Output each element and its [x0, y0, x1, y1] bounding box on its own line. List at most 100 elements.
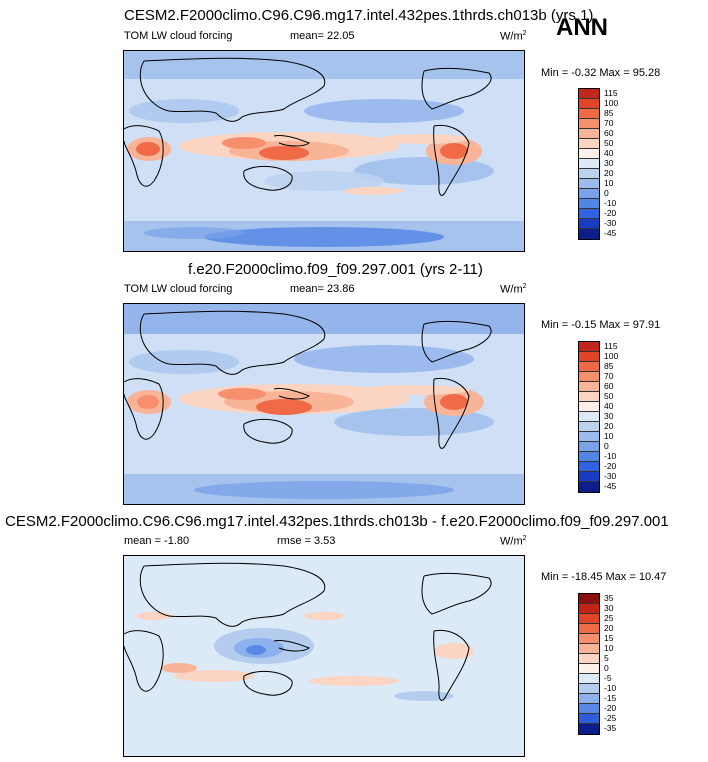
colorbar-tick-label: 70: [604, 371, 614, 381]
colorbar-swatch: [579, 139, 599, 149]
colorbar-swatch: [579, 412, 599, 422]
colorbar-swatch: [579, 402, 599, 412]
colorbar-tick-label: 30: [604, 158, 614, 168]
colorbar-tick-label: 30: [604, 411, 614, 421]
panel-1-map: [123, 50, 525, 252]
colorbar-swatch: [579, 624, 599, 634]
colorbar-swatch: [579, 694, 599, 704]
panel-3-colorbar: [578, 593, 600, 735]
colorbar-tick-label: -35: [604, 723, 617, 733]
colorbar-swatch: [579, 209, 599, 219]
colorbar-swatch: [579, 189, 599, 199]
panel-1-units: W/m2: [500, 30, 527, 43]
colorbar-swatch: [579, 362, 599, 372]
colorbar-swatch: [579, 704, 599, 714]
colorbar-swatch: [579, 129, 599, 139]
colorbar-swatch: [579, 634, 599, 644]
colorbar-tick-label: 25: [604, 613, 614, 623]
colorbar-swatch: [579, 219, 599, 229]
panel-2-map: [123, 303, 525, 505]
panel-2-mean-label: mean= 23.86: [290, 283, 355, 295]
panel-3-title: CESM2.F2000climo.C96.C96.mg17.intel.432p…: [5, 513, 669, 530]
colorbar-tick-label: -25: [604, 713, 617, 723]
colorbar-tick-label: 100: [604, 98, 619, 108]
colorbar-tick-label: 100: [604, 351, 619, 361]
colorbar-tick-label: 10: [604, 178, 614, 188]
colorbar-tick-label: 85: [604, 108, 614, 118]
panel-3-mean-label: mean = -1.80: [124, 535, 190, 547]
colorbar-swatch: [579, 372, 599, 382]
colorbar-swatch: [579, 199, 599, 209]
panel-2-units: W/m2: [500, 283, 527, 296]
colorbar-tick-label: 5: [604, 653, 609, 663]
colorbar-tick-label: 115: [604, 88, 618, 98]
colorbar-swatch: [579, 149, 599, 159]
colorbar-swatch: [579, 229, 599, 239]
colorbar-swatch: [579, 604, 599, 614]
colorbar-tick-label: -10: [604, 451, 617, 461]
colorbar-swatch: [579, 674, 599, 684]
colorbar-swatch: [579, 684, 599, 694]
colorbar-tick-label: -20: [604, 461, 617, 471]
colorbar-tick-label: 85: [604, 361, 614, 371]
colorbar-swatch: [579, 179, 599, 189]
colorbar-swatch: [579, 614, 599, 624]
colorbar-tick-label: -20: [604, 703, 617, 713]
colorbar-swatch: [579, 352, 599, 362]
colorbar-swatch: [579, 452, 599, 462]
colorbar-tick-label: -30: [604, 218, 617, 228]
colorbar-swatch: [579, 664, 599, 674]
colorbar-tick-label: -30: [604, 471, 617, 481]
colorbar-tick-label: 50: [604, 391, 614, 401]
colorbar-swatch: [579, 169, 599, 179]
colorbar-tick-label: 15: [604, 633, 614, 643]
colorbar-swatch: [579, 422, 599, 432]
colorbar-tick-label: 115: [604, 341, 618, 351]
panel-2-colorbar: [578, 341, 600, 493]
panel-3-rmse-label: rmse = 3.53: [277, 535, 336, 547]
colorbar-swatch: [579, 159, 599, 169]
colorbar-tick-label: 20: [604, 421, 614, 431]
colorbar-tick-label: 0: [604, 188, 609, 198]
colorbar-tick-label: -5: [604, 673, 612, 683]
colorbar-swatch: [579, 109, 599, 119]
colorbar-tick-label: -10: [604, 198, 617, 208]
colorbar-swatch: [579, 462, 599, 472]
colorbar-swatch: [579, 594, 599, 604]
panel-2-title: f.e20.F2000climo.f09_f09.297.001 (yrs 2-…: [188, 261, 483, 278]
colorbar-tick-label: 20: [604, 168, 614, 178]
colorbar-tick-label: 0: [604, 441, 609, 451]
colorbar-tick-label: 0: [604, 663, 609, 673]
colorbar-tick-label: 35: [604, 593, 614, 603]
colorbar-swatch: [579, 714, 599, 724]
colorbar-swatch: [579, 442, 599, 452]
colorbar-tick-label: -10: [604, 683, 617, 693]
colorbar-swatch: [579, 654, 599, 664]
colorbar-tick-label: 10: [604, 431, 614, 441]
colorbar-swatch: [579, 382, 599, 392]
colorbar-tick-label: 30: [604, 603, 614, 613]
panel-1-title: CESM2.F2000climo.C96.C96.mg17.intel.432p…: [124, 7, 594, 24]
colorbar-tick-label: 50: [604, 138, 614, 148]
colorbar-tick-label: 40: [604, 401, 614, 411]
colorbar-tick-label: -45: [604, 481, 617, 491]
colorbar-swatch: [579, 99, 599, 109]
panel-1-variable-label: TOM LW cloud forcing: [124, 30, 233, 42]
panel-1-mean-label: mean= 22.05: [290, 30, 355, 42]
colorbar-tick-label: -45: [604, 228, 617, 238]
colorbar-swatch: [579, 724, 599, 734]
colorbar-tick-label: -20: [604, 208, 617, 218]
colorbar-tick-label: 10: [604, 643, 614, 653]
colorbar-swatch: [579, 482, 599, 492]
colorbar-swatch: [579, 644, 599, 654]
panel-2-variable-label: TOM LW cloud forcing: [124, 283, 233, 295]
colorbar-tick-label: 40: [604, 148, 614, 158]
colorbar-tick-label: 70: [604, 118, 614, 128]
colorbar-tick-label: 60: [604, 381, 614, 391]
panel-3-minmax: Min = -18.45 Max = 10.47: [541, 571, 667, 583]
colorbar-tick-label: -15: [604, 693, 617, 703]
colorbar-swatch: [579, 342, 599, 352]
colorbar-tick-label: 20: [604, 623, 614, 633]
colorbar-swatch: [579, 89, 599, 99]
colorbar-swatch: [579, 432, 599, 442]
